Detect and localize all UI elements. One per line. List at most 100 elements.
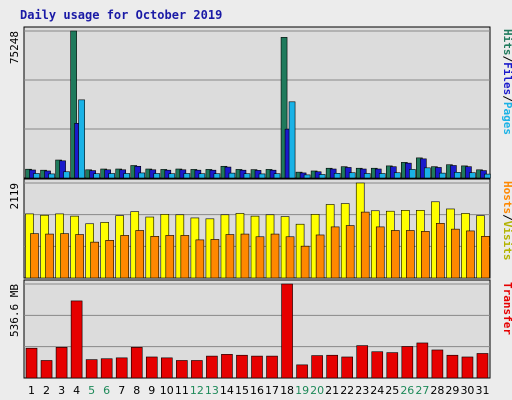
hosts-bar (300, 245, 310, 279)
hosts-bar (90, 241, 99, 279)
transfer-bar (40, 360, 53, 379)
axis-label-segment: Visits (501, 221, 512, 261)
hosts-bar (390, 230, 400, 279)
transfer-bar (191, 360, 203, 379)
transfer-bar (356, 345, 369, 379)
chart-panels: 75248Hits/Files/Pages2119Hosts/Visits536… (8, 26, 512, 379)
day-label: 10 (160, 384, 174, 397)
files-bar (389, 166, 397, 179)
files-bar (435, 167, 442, 179)
pages-bar (138, 172, 146, 179)
day-label: 30 (460, 384, 474, 397)
day-label: 3 (58, 384, 65, 397)
pages-bar (303, 174, 311, 179)
day-label: 23 (355, 384, 369, 397)
hosts-bar (466, 230, 475, 279)
pages-bar (288, 101, 296, 179)
transfer-bar (431, 349, 444, 379)
transfer-bar (236, 354, 248, 379)
pages-bar (243, 173, 251, 179)
hosts-bar (30, 233, 39, 279)
transfer-bar (115, 357, 128, 379)
axis-label-segment: Pages (501, 102, 512, 135)
hosts-bar (330, 226, 340, 279)
day-label: 27 (415, 384, 429, 397)
hosts-bar (135, 230, 145, 279)
pages-bar (48, 173, 55, 179)
day-labels: 1 2 3 4 5 6 7 8 9 10 11 12 13 14 15 16 17 18 19 20 21 22 23 24 2… (28, 384, 489, 397)
pages-bar (348, 172, 356, 179)
hosts-bar (315, 234, 325, 279)
transfer-bar (25, 347, 38, 379)
day-label: 6 (103, 384, 110, 397)
axis-label-segment: / (501, 95, 512, 102)
pages-bar (108, 173, 115, 179)
hosts-bar (75, 234, 84, 279)
axis-label-segment: / (501, 56, 512, 63)
day-label: 13 (205, 384, 219, 397)
pages-bar (318, 174, 326, 179)
max-value-label: 536.6 MB (8, 284, 21, 337)
hosts-bar (105, 240, 114, 279)
hits-bar (280, 37, 288, 179)
hits-bar (70, 30, 77, 179)
pages-bar (78, 99, 85, 179)
plot-area (23, 26, 491, 179)
day-label: 28 (430, 384, 444, 397)
day-label: 22 (340, 384, 354, 397)
day-label: 9 (148, 384, 155, 397)
axis-label-segment: Hosts (501, 181, 512, 214)
hosts-bar (481, 236, 490, 279)
transfer-bar (461, 356, 474, 379)
pages-bar (153, 173, 161, 179)
chart-title: Daily usage for October 2019 (20, 8, 222, 22)
files-bar (224, 166, 232, 179)
hosts-bar (270, 233, 280, 279)
day-label: 8 (133, 384, 140, 397)
hosts-bar (60, 233, 69, 279)
transfer-bar (176, 360, 188, 379)
hosts-bar (210, 239, 220, 279)
transfer-bar (416, 342, 429, 379)
pages-bar (393, 172, 401, 179)
transfer-bar (281, 283, 293, 379)
transfer-bar (401, 346, 414, 379)
pages-bar (93, 173, 100, 179)
day-label: 19 (295, 384, 309, 397)
transfer-bar (55, 347, 68, 379)
day-label: 26 (400, 384, 414, 397)
pages-bar (183, 173, 191, 179)
max-value-label: 2119 (8, 183, 21, 210)
transfer-bar (85, 359, 98, 379)
files-bar (59, 160, 66, 179)
transfer-bar (476, 353, 489, 379)
transfer-bar (221, 354, 233, 379)
hosts-bar (375, 226, 385, 279)
transfer-bar (161, 357, 173, 379)
day-label: 12 (190, 384, 204, 397)
pages-bar (168, 173, 176, 179)
day-label: 16 (250, 384, 264, 397)
transfer-bar (206, 355, 218, 379)
day-label: 31 (475, 384, 489, 397)
transfer-bar (371, 351, 384, 379)
transfer-panel: 536.6 MB Transfer (8, 279, 512, 379)
pages-bar (454, 172, 461, 179)
axis-label-segment: Files (501, 62, 512, 95)
transfer-bar (70, 300, 83, 379)
axis-label-segment: Hits (501, 29, 512, 56)
pages-bar (484, 173, 491, 179)
hosts-bar (45, 233, 54, 279)
hosts-bar (150, 236, 160, 279)
day-label: 15 (235, 384, 249, 397)
hosts-bar (345, 225, 355, 279)
hosts-bar (451, 228, 460, 279)
day-label: 20 (310, 384, 324, 397)
hosts-bar (285, 236, 295, 279)
pages-bar (213, 173, 221, 179)
hosts-bar (240, 233, 250, 279)
day-label: 14 (220, 384, 234, 397)
transfer-axis-label: Transfer (501, 282, 512, 335)
pages-bar (258, 173, 266, 179)
